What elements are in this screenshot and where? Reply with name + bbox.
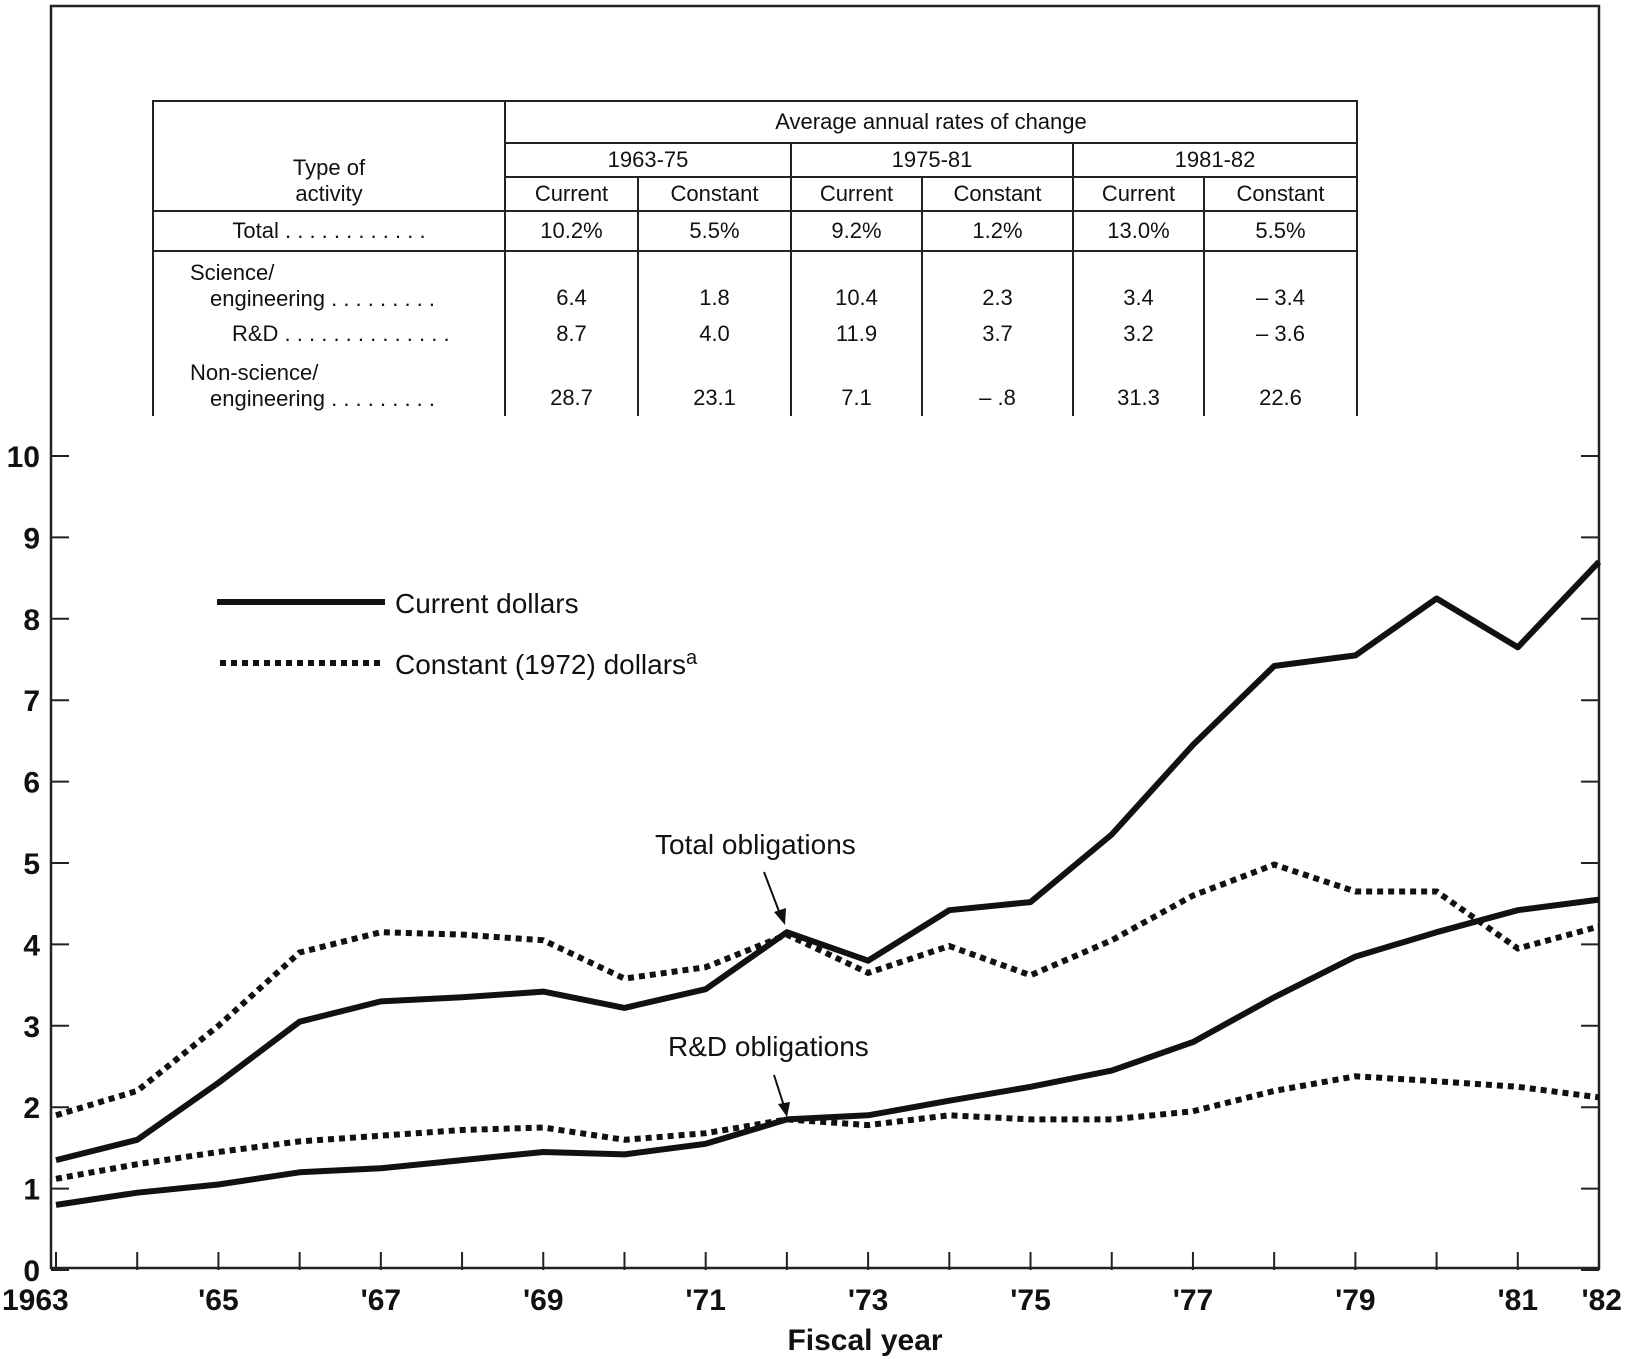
y-tick-label: 2 bbox=[23, 1092, 40, 1125]
table-cell: 3.2 bbox=[1123, 321, 1154, 346]
table-cell: – 3.4 bbox=[1256, 285, 1305, 310]
table-cell: 2.3 bbox=[982, 285, 1013, 310]
series-layer bbox=[55, 559, 1602, 1208]
subheader-constant: Constant bbox=[637, 176, 792, 212]
table-cell: 4.0 bbox=[699, 321, 730, 346]
table-cell: 9.2% bbox=[790, 210, 923, 252]
table-cell: – 3.6 bbox=[1256, 321, 1305, 346]
table-column: 1.8 4.0 23.1 bbox=[637, 251, 792, 416]
annotation-rd-arrow bbox=[773, 1074, 785, 1107]
rd-current-line bbox=[55, 896, 1600, 1208]
type-header-line-2: activity bbox=[295, 181, 363, 206]
table-cell: 8.7 bbox=[556, 321, 587, 346]
y-tick-label: 4 bbox=[23, 929, 40, 962]
axis-ticks bbox=[51, 455, 1600, 1271]
table-cell: 10.2% bbox=[504, 210, 639, 252]
x-tick-label: '82 bbox=[1581, 1284, 1622, 1317]
table-column: 10.4 11.9 7.1 bbox=[790, 251, 923, 416]
annotation-rd: R&D obligations bbox=[668, 1031, 869, 1117]
x-tick-label: '77 bbox=[1173, 1284, 1214, 1317]
y-axis-labels: 0 1 2 3 4 5 6 7 8 9 10 bbox=[7, 441, 41, 1288]
row-label-rd: R&D . . . . . . . . . . . . . . bbox=[232, 321, 450, 346]
average-rates-header: Average annual rates of change bbox=[504, 100, 1358, 144]
period-header: 1975-81 bbox=[790, 142, 1074, 178]
table-column: – 3.4 – 3.6 22.6 bbox=[1203, 251, 1358, 416]
table-body: Science/ engineering . . . . . . . . . R… bbox=[152, 251, 1358, 416]
y-tick-label: 8 bbox=[23, 604, 40, 637]
rates-table: Type of activity Average annual rates of… bbox=[152, 100, 1358, 416]
table-cell: 7.1 bbox=[841, 385, 872, 410]
legend-label-constant: Constant (1972) dollarsa bbox=[395, 647, 698, 680]
period-header: 1963-75 bbox=[504, 142, 792, 178]
legend-label-current: Current dollars bbox=[395, 588, 579, 619]
y-tick-label: 10 bbox=[7, 441, 40, 474]
table-cell: – .8 bbox=[979, 385, 1016, 410]
row-label-science-engineering: Science/ engineering . . . . . . . . . bbox=[190, 260, 436, 311]
annotation-rd-arrowhead bbox=[778, 1102, 790, 1117]
row-label-non-science-engineering: Non-science/ engineering . . . . . . . .… bbox=[190, 360, 436, 411]
y-tick-label: 6 bbox=[23, 767, 40, 800]
annotation-total: Total obligations bbox=[655, 829, 856, 925]
table-column: 3.4 3.2 31.3 bbox=[1072, 251, 1205, 416]
table-cell: 3.7 bbox=[982, 321, 1013, 346]
x-tick-label: 1963 bbox=[2, 1284, 69, 1317]
subheader-constant: Constant bbox=[1203, 176, 1358, 212]
table-cell: 11.9 bbox=[835, 321, 878, 346]
table-cell: 6.4 bbox=[556, 285, 587, 310]
y-tick-label: 5 bbox=[23, 848, 40, 881]
period-header: 1981-82 bbox=[1072, 142, 1358, 178]
x-tick-label: '75 bbox=[1010, 1284, 1051, 1317]
table-cell: 23.1 bbox=[693, 385, 736, 410]
legend-footnote-mark: a bbox=[686, 647, 698, 669]
x-tick-label: '67 bbox=[361, 1284, 402, 1317]
table-cell: 1.8 bbox=[699, 285, 730, 310]
x-axis-labels: 1963 '65 '67 '69 '71 '73 '75 '77 '79 '81 '82 bbox=[2, 1284, 1622, 1317]
total-constant-line bbox=[55, 861, 1600, 1119]
subheader-current: Current bbox=[504, 176, 639, 212]
annotation-rd-label: R&D obligations bbox=[668, 1031, 869, 1062]
subheader-constant: Constant bbox=[921, 176, 1074, 212]
x-tick-label: '69 bbox=[523, 1284, 564, 1317]
table-cell: 3.4 bbox=[1123, 285, 1154, 310]
annotation-total-arrow bbox=[763, 871, 781, 915]
legend: Current dollars Constant (1972) dollarsa bbox=[217, 588, 698, 680]
y-tick-label: 3 bbox=[23, 1011, 40, 1044]
subheader-current: Current bbox=[790, 176, 923, 212]
table-column: 2.3 3.7 – .8 bbox=[921, 251, 1074, 416]
y-tick-label: 1 bbox=[23, 1174, 40, 1207]
type-header-line-1: Type of bbox=[292, 155, 366, 180]
table-cell: 28.7 bbox=[550, 385, 593, 410]
table-cell: 31.3 bbox=[1117, 385, 1160, 410]
total-current-line bbox=[55, 559, 1602, 1164]
x-tick-label: '73 bbox=[848, 1284, 889, 1317]
plot-frame bbox=[49, 4, 1601, 1270]
table-cell: 5.5% bbox=[637, 210, 792, 252]
annotation-total-label: Total obligations bbox=[655, 829, 856, 860]
y-tick-label: 0 bbox=[23, 1255, 40, 1288]
table-column: 6.4 8.7 28.7 bbox=[504, 251, 639, 416]
y-tick-label: 7 bbox=[23, 685, 40, 718]
x-axis-title: Fiscal year bbox=[787, 1324, 942, 1357]
annotation-total-arrowhead bbox=[774, 908, 786, 925]
table-row-total: Total . . . . . . . . . . . . 10.2% 5.5%… bbox=[152, 210, 1358, 252]
x-tick-label: '79 bbox=[1335, 1284, 1376, 1317]
table-cell: 22.6 bbox=[1259, 385, 1302, 410]
x-tick-label: '81 bbox=[1498, 1284, 1539, 1317]
row-label: Total . . . . . . . . . . . . bbox=[152, 210, 506, 252]
table-cell: 13.0% bbox=[1072, 210, 1205, 252]
table-cell: 10.4 bbox=[835, 285, 878, 310]
table-cell: 5.5% bbox=[1203, 210, 1358, 252]
subheader-current: Current bbox=[1072, 176, 1205, 212]
row-labels-column: Science/ engineering . . . . . . . . . R… bbox=[152, 251, 506, 416]
x-tick-label: '65 bbox=[198, 1284, 239, 1317]
rd-constant-line bbox=[55, 1073, 1600, 1182]
type-of-activity-header: Type of activity bbox=[152, 100, 506, 212]
table-cell: 1.2% bbox=[921, 210, 1074, 252]
y-tick-label: 9 bbox=[23, 522, 40, 555]
x-tick-label: '71 bbox=[685, 1284, 726, 1317]
